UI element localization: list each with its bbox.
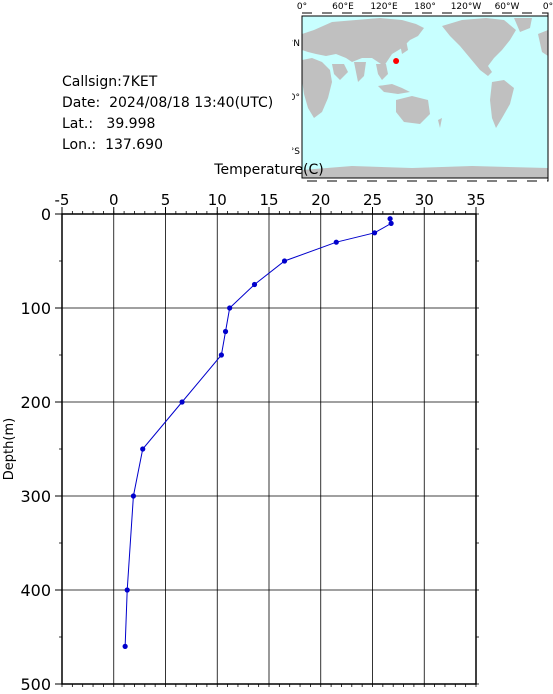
profile-point bbox=[388, 220, 394, 226]
x-tick-label: 20 bbox=[311, 191, 330, 209]
x-tick-label: 15 bbox=[259, 191, 278, 209]
land-greenland bbox=[514, 18, 532, 32]
map-lon-tick-label: 0° bbox=[297, 2, 307, 12]
lon-row: Lon.: 137.690 bbox=[62, 135, 273, 156]
map-lat-tick-label: 0° bbox=[292, 93, 300, 103]
temperature-profile-chart: -5 0 5 10 15 20 25 30 35 0 100 200 300 400 500 Tempera… bbox=[0, 160, 553, 694]
profile-point bbox=[227, 305, 233, 311]
land-indonesia bbox=[378, 84, 410, 94]
y-tick-label: 100 bbox=[20, 299, 51, 318]
land-eurasia bbox=[302, 18, 424, 66]
date-value: 2024/08/18 13:40(UTC) bbox=[109, 95, 274, 111]
profile-point bbox=[281, 258, 288, 264]
map-lon-tick-label: 120°W bbox=[451, 2, 482, 12]
chart-series bbox=[122, 216, 394, 649]
profile-point bbox=[130, 493, 137, 499]
lat-row: Lat.: 39.998 bbox=[62, 114, 273, 135]
x-tick-label: 35 bbox=[466, 191, 485, 209]
land-europe-right bbox=[538, 30, 548, 56]
station-info: Callsign:7KET Date: 2024/08/18 13:40(UTC… bbox=[62, 72, 273, 156]
land-nz bbox=[438, 118, 442, 128]
x-axis-label: Temperature(C) bbox=[213, 162, 323, 178]
profile-point bbox=[251, 281, 258, 288]
y-tick-label: 500 bbox=[20, 675, 51, 690]
x-tick-label: 30 bbox=[415, 191, 434, 209]
land-australia bbox=[396, 96, 430, 124]
map-land bbox=[302, 18, 548, 178]
world-map-svg: 0° 60°E 120°E 180° 120°W 60°W 0° 60°N 0° 60°S bbox=[277, 2, 553, 182]
map-lon-tick-label: 120°E bbox=[370, 2, 398, 12]
x-tick-label: 0 bbox=[109, 191, 119, 209]
land-arabia bbox=[332, 64, 348, 80]
y-tick-label: 200 bbox=[20, 393, 51, 412]
map-frame bbox=[301, 12, 549, 182]
lon-value: 137.690 bbox=[105, 137, 163, 153]
lat-label: Lat.: bbox=[62, 116, 94, 132]
map-border-ticks-top bbox=[301, 12, 549, 17]
profile-point bbox=[218, 352, 224, 358]
x-tick-label: -5 bbox=[55, 191, 70, 209]
map-lon-tick-label: 180° bbox=[414, 2, 436, 12]
y-tick-label: 0 bbox=[41, 205, 51, 224]
callsign-label: Callsign: bbox=[62, 74, 122, 90]
profile-line bbox=[124, 218, 392, 647]
map-lon-tick-label: 60°E bbox=[332, 2, 354, 12]
land-japan bbox=[400, 40, 408, 54]
land-south-america bbox=[490, 80, 514, 128]
date-row: Date: 2024/08/18 13:40(UTC) bbox=[62, 93, 273, 114]
callsign-row: Callsign:7KET bbox=[62, 72, 273, 93]
profile-point bbox=[140, 446, 146, 452]
chart-grid bbox=[61, 213, 477, 685]
y-tick-label: 400 bbox=[20, 581, 51, 600]
map-border-ticks-bottom bbox=[301, 177, 549, 182]
map-lat-tick-label: 60°N bbox=[292, 39, 300, 49]
x-tick-label: 10 bbox=[208, 191, 227, 209]
profile-point bbox=[222, 328, 229, 335]
x-tick-label: 5 bbox=[161, 191, 171, 209]
map-lon-tick-label: 0° bbox=[543, 2, 553, 12]
world-map: 0° 60°E 120°E 180° 120°W 60°W 0° 60°N 0° 60°S bbox=[277, 0, 553, 185]
land-north-america bbox=[442, 18, 516, 76]
profile-point bbox=[387, 216, 393, 222]
lat-value: 39.998 bbox=[106, 116, 156, 132]
land-africa bbox=[302, 58, 332, 118]
land-antarctica bbox=[302, 166, 548, 178]
y-axis-label: Depth(m) bbox=[2, 418, 17, 480]
callsign-value: 7KET bbox=[121, 74, 158, 90]
profile-point bbox=[179, 399, 185, 405]
profile-point bbox=[371, 230, 378, 236]
map-lon-tick-label: 60°W bbox=[495, 2, 520, 12]
profile-point bbox=[122, 643, 128, 649]
map-lat-tick-label: 60°S bbox=[292, 147, 300, 157]
station-marker bbox=[393, 58, 400, 65]
date-label: Date: bbox=[62, 95, 101, 111]
x-tick-label: 25 bbox=[363, 191, 382, 209]
y-tick-label: 300 bbox=[20, 487, 51, 506]
land-india bbox=[354, 62, 366, 82]
profile-point bbox=[124, 587, 130, 593]
land-sea-asia bbox=[376, 64, 388, 80]
profile-point bbox=[333, 239, 339, 245]
lon-label: Lon.: bbox=[62, 137, 97, 153]
